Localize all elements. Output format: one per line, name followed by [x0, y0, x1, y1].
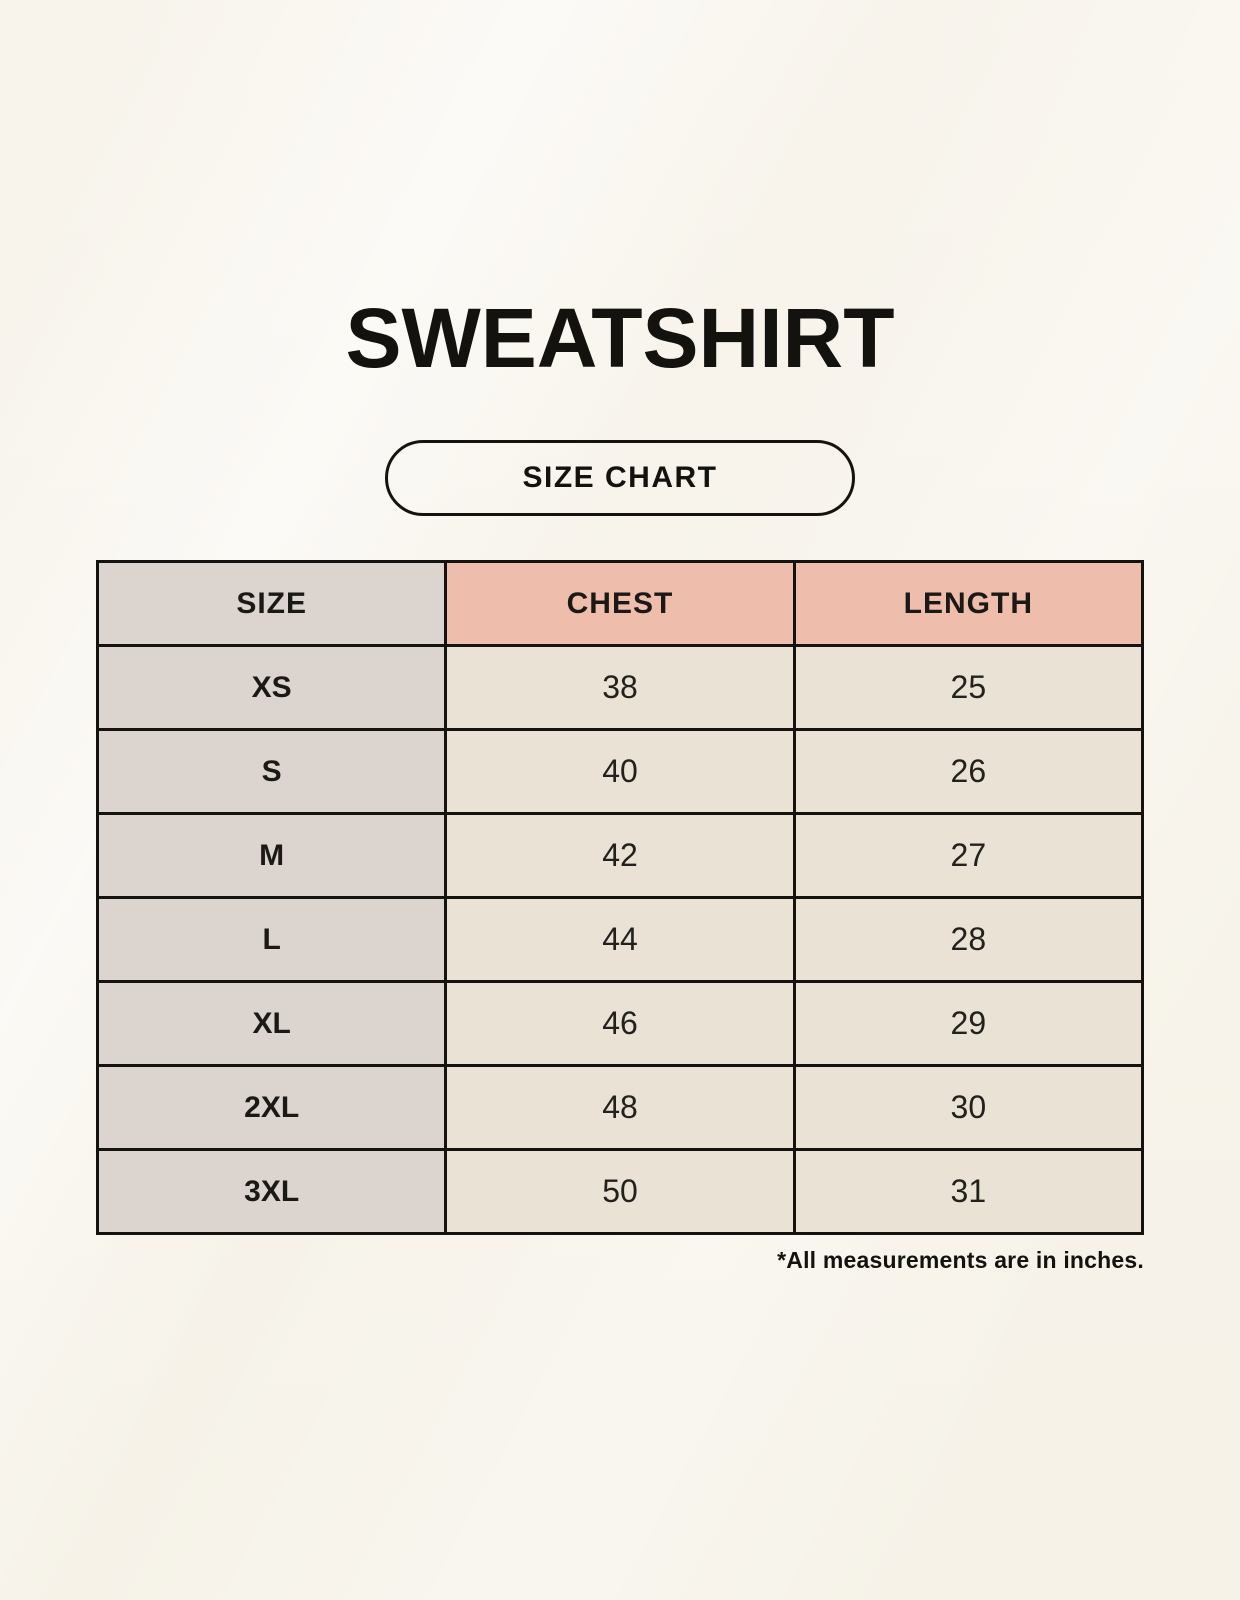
chest-value: 48 [444, 1064, 796, 1151]
size-label: S [95, 728, 448, 815]
chest-value: 38 [444, 644, 796, 731]
size-label: XS [95, 644, 448, 731]
length-value: 26 [792, 728, 1145, 815]
table-row-3xl: 3XL 50 31 [95, 1148, 1145, 1235]
table-row-l: L 44 28 [95, 896, 1145, 983]
size-label: L [95, 896, 448, 983]
table-body: XS 38 25 S 40 26 M 42 27 L 44 28 XL 46 [95, 644, 1145, 1235]
header-cell-length: LENGTH [792, 560, 1145, 647]
length-value: 31 [792, 1148, 1145, 1235]
size-chart-table: SIZE CHEST LENGTH XS 38 25 S 40 26 M 42 … [95, 560, 1145, 1235]
table-row-xs: XS 38 25 [95, 644, 1145, 731]
chest-value: 44 [444, 896, 796, 983]
size-label: XL [95, 980, 448, 1067]
size-chart-badge-label: SIZE CHART [522, 461, 718, 494]
length-value: 29 [792, 980, 1145, 1067]
chest-value: 42 [444, 812, 796, 899]
length-value: 30 [792, 1064, 1145, 1151]
page-title: SWEATSHIRT [345, 291, 895, 385]
size-label: 2XL [95, 1064, 448, 1151]
chest-value: 40 [444, 728, 796, 815]
measurements-footnote: *All measurements are in inches. [777, 1247, 1144, 1273]
size-chart-badge: SIZE CHART [385, 440, 855, 516]
table-row-m: M 42 27 [95, 812, 1145, 899]
length-value: 28 [792, 896, 1145, 983]
chest-value: 50 [444, 1148, 796, 1235]
table-row-2xl: 2XL 48 30 [95, 1064, 1145, 1151]
header-cell-size: SIZE [95, 560, 448, 647]
length-value: 27 [792, 812, 1145, 899]
length-value: 25 [792, 644, 1145, 731]
table-row-xl: XL 46 29 [95, 980, 1145, 1067]
chest-value: 46 [444, 980, 796, 1067]
table-head: SIZE CHEST LENGTH [95, 560, 1145, 647]
header-cell-chest: CHEST [444, 560, 796, 647]
table-header-row: SIZE CHEST LENGTH [95, 560, 1145, 647]
size-label: 3XL [95, 1148, 448, 1235]
size-label: M [95, 812, 448, 899]
table-row-s: S 40 26 [95, 728, 1145, 815]
